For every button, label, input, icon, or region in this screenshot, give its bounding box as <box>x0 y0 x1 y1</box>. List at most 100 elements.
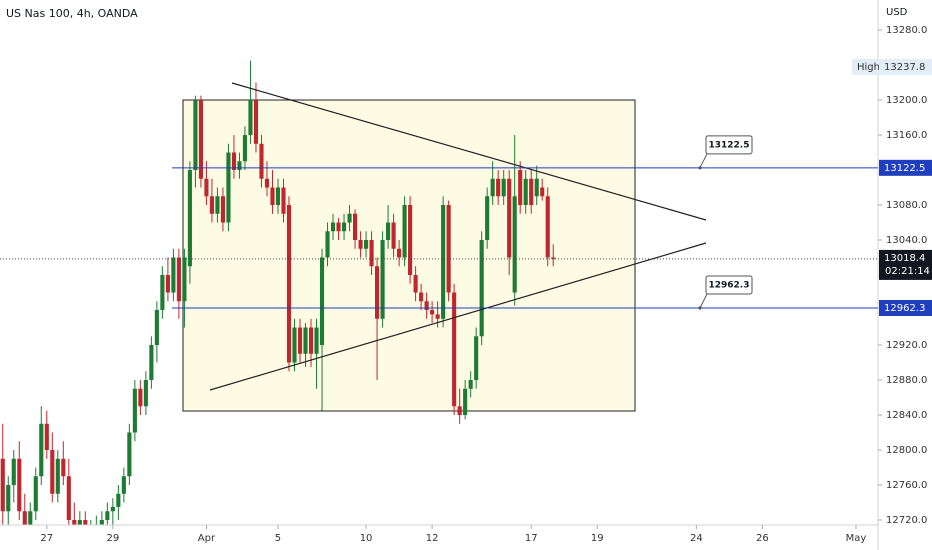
candle-body <box>463 388 468 416</box>
candle-body <box>99 520 104 525</box>
candle-body <box>127 432 132 477</box>
x-tick-label: 27 <box>40 533 53 544</box>
x-tick-label: Apr <box>198 533 216 544</box>
candle-body <box>209 196 214 214</box>
y-tick-label: 12880.0 <box>886 375 927 386</box>
candle-body <box>61 458 66 477</box>
candle-body <box>319 257 325 346</box>
candles <box>0 60 556 533</box>
candle-body <box>402 205 407 258</box>
candle-body <box>303 327 308 354</box>
candle-body <box>149 345 154 381</box>
candle-body <box>413 275 418 293</box>
candle-body <box>330 222 336 232</box>
x-tick-label: 24 <box>690 533 703 544</box>
level-axis-label: 12962.3 <box>884 303 925 314</box>
candle-body <box>248 100 253 136</box>
candle-body <box>496 178 501 197</box>
last-price-label: 13018.4 <box>884 253 925 264</box>
candle-body <box>275 187 281 206</box>
candle-body <box>66 476 71 521</box>
candle-body <box>518 170 523 206</box>
candle-body <box>138 388 143 407</box>
countdown-label: 02:21:14 <box>885 266 930 277</box>
candle-body <box>435 314 440 319</box>
y-tick-label: 12760.0 <box>886 480 927 491</box>
candle-body <box>83 520 88 525</box>
candle-body <box>17 458 22 512</box>
candle-body <box>220 196 226 223</box>
candle-body <box>0 458 5 512</box>
candle-body <box>540 187 545 197</box>
y-tick-label: 13040.0 <box>886 235 927 246</box>
x-tick-label: May <box>846 533 867 544</box>
candle-body <box>50 450 55 494</box>
candle-body <box>231 152 237 171</box>
chart-title: US Nas 100, 4h, OANDA <box>6 7 138 20</box>
high-axis-label: 13237.8 <box>884 62 925 73</box>
candle-body <box>512 196 517 293</box>
candle-body <box>441 205 446 319</box>
candle-body <box>286 205 292 363</box>
candle-body <box>6 485 11 512</box>
candle-body <box>204 178 209 197</box>
candle-body <box>419 292 424 302</box>
candle-body <box>132 388 137 433</box>
high-tag-label: High <box>857 62 880 73</box>
candle-body <box>380 240 385 319</box>
y-tick-label: 12920.0 <box>886 340 927 351</box>
candle-body <box>457 406 462 416</box>
candle-body <box>352 213 358 241</box>
candle-body <box>336 222 341 232</box>
candle-body <box>55 458 60 494</box>
candle-body <box>160 275 165 311</box>
x-tick-label: 12 <box>426 533 439 544</box>
candle-body <box>121 476 126 494</box>
candle-body <box>347 213 352 223</box>
x-tick-label: 17 <box>525 533 538 544</box>
candle-body <box>369 240 374 267</box>
candle-body <box>72 520 77 525</box>
last-price-box <box>879 249 932 280</box>
candle-body <box>28 511 33 525</box>
candle-body <box>452 292 457 407</box>
high-axis-box <box>879 58 932 75</box>
candle-body <box>397 248 402 258</box>
candle-body <box>264 178 270 188</box>
x-tick-label: 19 <box>591 533 604 544</box>
candle-body <box>253 100 259 144</box>
level-axis-box <box>879 159 932 176</box>
candle-body <box>529 178 534 206</box>
candle-body <box>44 423 49 451</box>
callout-pointer <box>699 291 709 309</box>
x-tick-label: 29 <box>106 533 119 544</box>
candle-body <box>358 240 363 249</box>
candle-body <box>446 205 451 293</box>
candle-body <box>430 310 435 315</box>
y-tick-label: 13080.0 <box>886 200 927 211</box>
candle-body <box>154 310 159 346</box>
level-axis-box <box>879 300 932 316</box>
y-tick-label: 12840.0 <box>886 410 927 421</box>
candle-body <box>39 423 44 477</box>
y-tick-label: 12720.0 <box>886 515 927 526</box>
candle-body <box>474 336 479 381</box>
candle-body <box>89 529 93 533</box>
candle-body <box>534 178 539 197</box>
candle-body <box>182 257 187 302</box>
candle-body <box>297 327 303 354</box>
candle-body <box>110 506 115 512</box>
candle-body <box>171 257 176 293</box>
currency: USD <box>886 7 908 18</box>
candle-body <box>259 143 264 179</box>
x-tick-label: 10 <box>360 533 373 544</box>
high-tag-box <box>852 58 880 75</box>
lower-trendline <box>209 242 707 391</box>
level-axis-label: 13122.5 <box>884 163 925 174</box>
candle-body <box>485 196 490 241</box>
x-tick-label: 5 <box>275 533 281 544</box>
candle-body <box>270 187 275 206</box>
candle-body <box>363 240 369 249</box>
